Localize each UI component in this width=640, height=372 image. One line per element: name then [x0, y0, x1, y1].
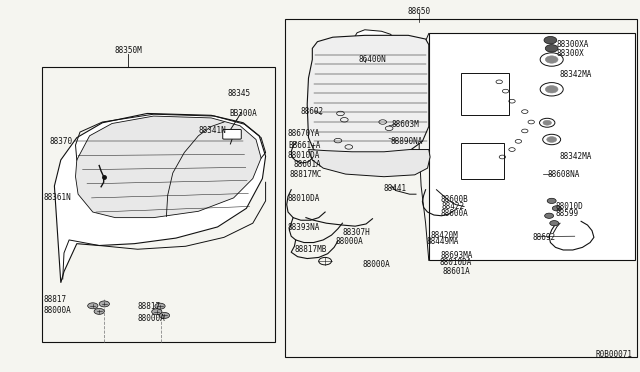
Polygon shape	[308, 150, 430, 177]
Text: 88817MB: 88817MB	[294, 246, 327, 254]
Text: 88300X: 88300X	[557, 49, 584, 58]
Polygon shape	[352, 30, 401, 67]
Text: 88342MA: 88342MA	[560, 153, 593, 161]
Text: 88449MA: 88449MA	[426, 237, 459, 246]
Text: 88307H: 88307H	[342, 228, 370, 237]
Circle shape	[544, 36, 557, 44]
Text: 88010DA: 88010DA	[288, 194, 321, 203]
Text: 88890NA: 88890NA	[390, 137, 423, 146]
Text: 88000A: 88000A	[335, 237, 363, 246]
Text: 88422: 88422	[442, 202, 465, 211]
Text: 88601A: 88601A	[443, 267, 470, 276]
Circle shape	[545, 45, 558, 52]
Bar	[285, 19, 637, 357]
Text: 88441: 88441	[384, 185, 407, 193]
Text: 88350M: 88350M	[114, 46, 142, 55]
Text: 88600A: 88600A	[440, 209, 468, 218]
Circle shape	[547, 137, 557, 142]
Text: 88420M: 88420M	[430, 231, 458, 240]
Text: 88341N: 88341N	[198, 126, 226, 135]
Circle shape	[88, 303, 98, 309]
Bar	[461, 73, 509, 115]
Circle shape	[550, 221, 559, 226]
Bar	[461, 143, 504, 179]
Circle shape	[94, 308, 104, 314]
Text: 88600B: 88600B	[440, 195, 468, 203]
Text: 86400N: 86400N	[358, 55, 386, 64]
Polygon shape	[54, 113, 266, 283]
Bar	[42, 67, 275, 342]
Text: 88370: 88370	[50, 137, 73, 146]
Text: 88000A: 88000A	[138, 314, 165, 323]
FancyBboxPatch shape	[223, 129, 241, 139]
Text: 88010DA: 88010DA	[288, 151, 321, 160]
Circle shape	[545, 56, 558, 63]
Text: 88000A: 88000A	[44, 306, 71, 315]
Circle shape	[547, 198, 556, 203]
Text: 88345: 88345	[227, 89, 250, 97]
Circle shape	[543, 120, 552, 125]
Circle shape	[545, 213, 554, 218]
Text: 88361N: 88361N	[44, 193, 71, 202]
Circle shape	[152, 309, 162, 315]
Text: 88599: 88599	[556, 209, 579, 218]
Circle shape	[155, 303, 165, 309]
Text: 88000A: 88000A	[362, 260, 390, 269]
Text: R0B00071: R0B00071	[595, 350, 632, 359]
Polygon shape	[76, 116, 261, 218]
Text: 88603M: 88603M	[392, 120, 419, 129]
Text: 88010D: 88010D	[556, 202, 583, 211]
Text: 88817MC: 88817MC	[290, 170, 323, 179]
Text: 88300XA: 88300XA	[557, 40, 589, 49]
Text: 88670YA: 88670YA	[288, 129, 321, 138]
Text: 88010DA: 88010DA	[439, 258, 472, 267]
Text: BB300A: BB300A	[229, 109, 257, 118]
Polygon shape	[307, 35, 429, 159]
Text: BB661+A: BB661+A	[288, 141, 321, 150]
Circle shape	[545, 86, 558, 93]
Circle shape	[159, 312, 170, 318]
Circle shape	[552, 206, 561, 211]
Text: 88692: 88692	[532, 233, 556, 242]
Text: 88393NA: 88393NA	[288, 223, 321, 232]
Text: 88650: 88650	[408, 7, 431, 16]
Circle shape	[99, 301, 109, 307]
Text: 88693MA: 88693MA	[440, 251, 473, 260]
Text: 88601A: 88601A	[293, 160, 321, 169]
Text: 88817: 88817	[44, 295, 67, 304]
Polygon shape	[429, 33, 635, 260]
Text: 88602: 88602	[301, 107, 324, 116]
Text: 88608NA: 88608NA	[547, 170, 580, 179]
Text: 88342MA: 88342MA	[560, 70, 593, 79]
Text: 88817: 88817	[138, 302, 161, 311]
